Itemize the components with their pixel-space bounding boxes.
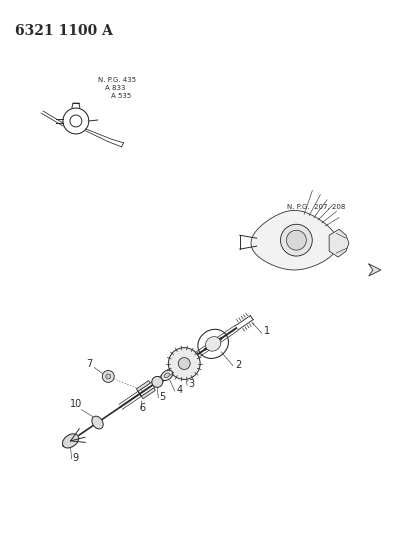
- Text: 5: 5: [159, 392, 165, 402]
- Text: 7: 7: [86, 359, 92, 368]
- Circle shape: [151, 376, 162, 387]
- Polygon shape: [62, 434, 79, 448]
- Circle shape: [280, 224, 312, 256]
- Text: 3: 3: [188, 379, 194, 390]
- Circle shape: [168, 348, 200, 379]
- Text: 10: 10: [70, 399, 82, 409]
- Ellipse shape: [205, 337, 220, 351]
- Text: 1: 1: [263, 326, 269, 336]
- Circle shape: [102, 370, 114, 382]
- Text: 2: 2: [234, 360, 240, 370]
- Text: 9: 9: [72, 453, 79, 463]
- Polygon shape: [328, 229, 348, 257]
- Text: N. P.G.  207, 208: N. P.G. 207, 208: [287, 205, 345, 211]
- Text: 6: 6: [139, 403, 146, 413]
- Circle shape: [286, 230, 306, 250]
- Ellipse shape: [164, 373, 169, 378]
- Circle shape: [178, 358, 190, 369]
- Polygon shape: [368, 264, 380, 276]
- Polygon shape: [250, 211, 337, 270]
- Text: N. P.G. 435: N. P.G. 435: [97, 77, 135, 83]
- Circle shape: [106, 374, 110, 379]
- Polygon shape: [136, 381, 155, 399]
- Text: A 833: A 833: [104, 85, 125, 91]
- Text: A 535: A 535: [110, 93, 130, 99]
- Text: 4: 4: [176, 385, 182, 395]
- Ellipse shape: [161, 370, 172, 381]
- Text: 6321 1100 A: 6321 1100 A: [15, 23, 113, 38]
- Ellipse shape: [92, 416, 103, 429]
